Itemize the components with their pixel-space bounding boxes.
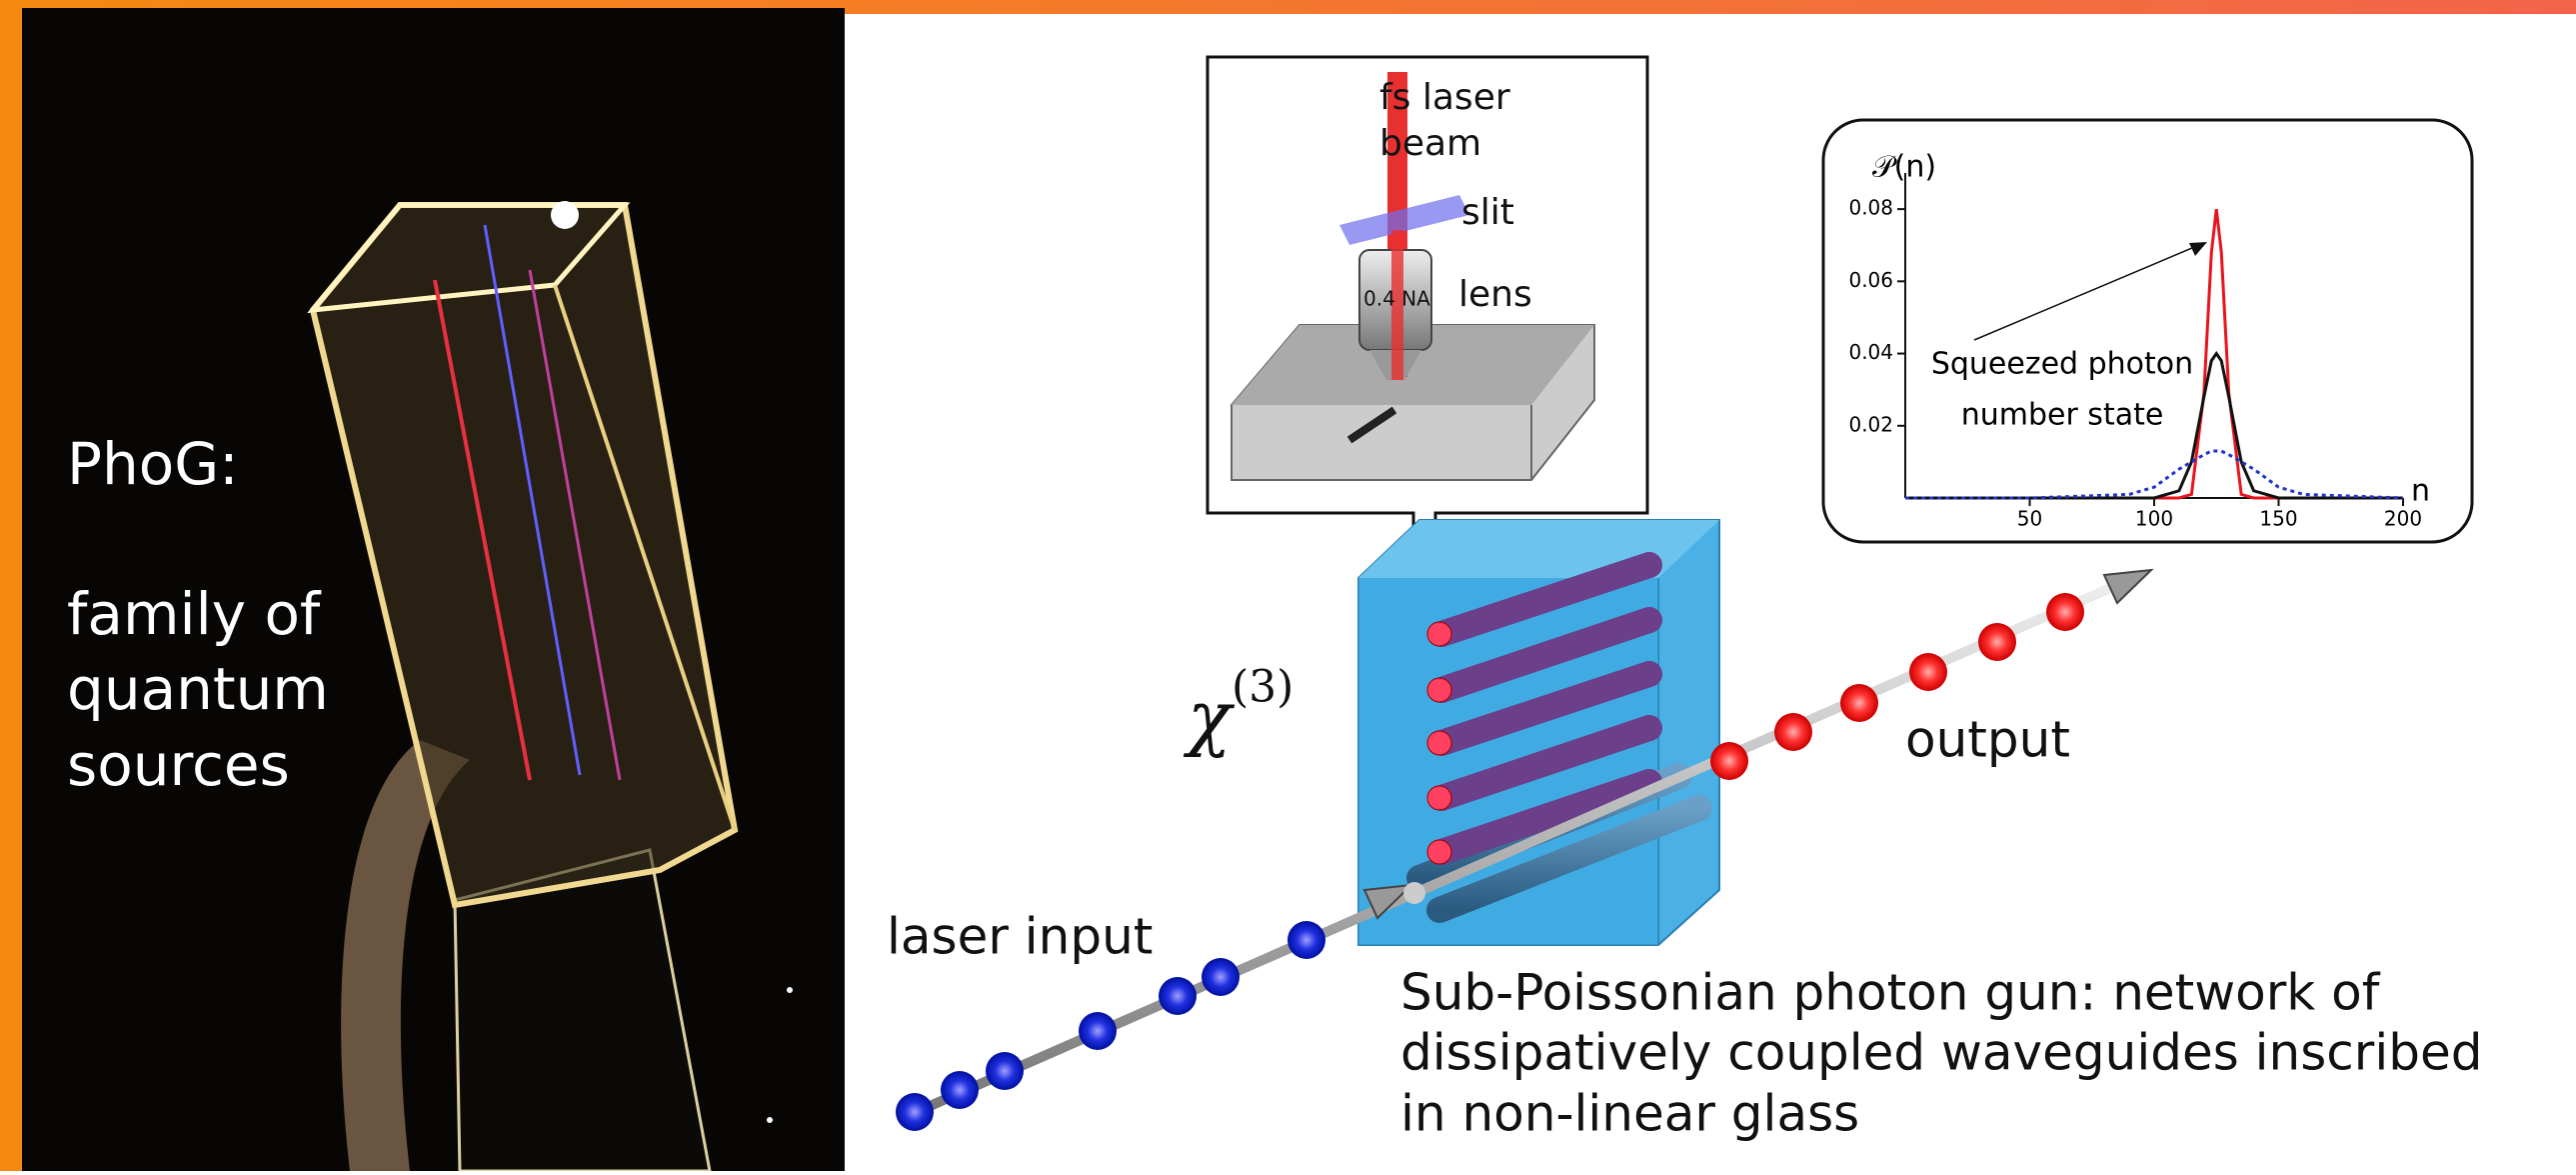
output-label: output	[1905, 711, 2070, 769]
photo-title: PhoG:	[67, 430, 239, 498]
y-tick-label: 0.04	[1848, 340, 1893, 364]
x-tick-label: 200	[2384, 507, 2422, 531]
caption: Sub-Poissonian photon gun: network of	[1400, 964, 2381, 1022]
chip	[1358, 520, 1719, 945]
y-tick-label: 0.08	[1848, 196, 1893, 220]
y-tick-label: 0.06	[1848, 268, 1893, 292]
x-tick-label: 100	[2135, 507, 2173, 531]
lens-marking: 0.4 NA	[1363, 287, 1430, 311]
photo-text: sources	[67, 731, 290, 799]
slide: PhoG: family of quantum sources fs laser…	[0, 0, 2576, 1171]
input-label: laser input	[887, 908, 1153, 966]
photo-text: quantum	[67, 655, 329, 723]
y-tick-label: 0.02	[1848, 412, 1893, 436]
caption: in non-linear glass	[1400, 1085, 1859, 1143]
x-tick-label: 50	[2017, 507, 2042, 531]
nonlinearity-symbol: χ	[1183, 675, 1236, 759]
laser-label: beam	[1379, 123, 1481, 164]
photo-text: family of	[67, 580, 322, 648]
lens-label: lens	[1458, 274, 1532, 315]
slit-label: slit	[1461, 192, 1514, 233]
laser-label: fs laser	[1379, 77, 1510, 118]
x-tick-label: 150	[2259, 507, 2297, 531]
y-label: 𝒫(n)	[1872, 150, 1936, 185]
annotation: number state	[1961, 398, 2164, 433]
x-label: n	[2411, 474, 2430, 509]
annotation: Squeezed photon	[1931, 347, 2193, 382]
nonlinearity-order: (3)	[1232, 662, 1293, 713]
caption: dissipatively coupled waveguides inscrib…	[1400, 1024, 2482, 1082]
